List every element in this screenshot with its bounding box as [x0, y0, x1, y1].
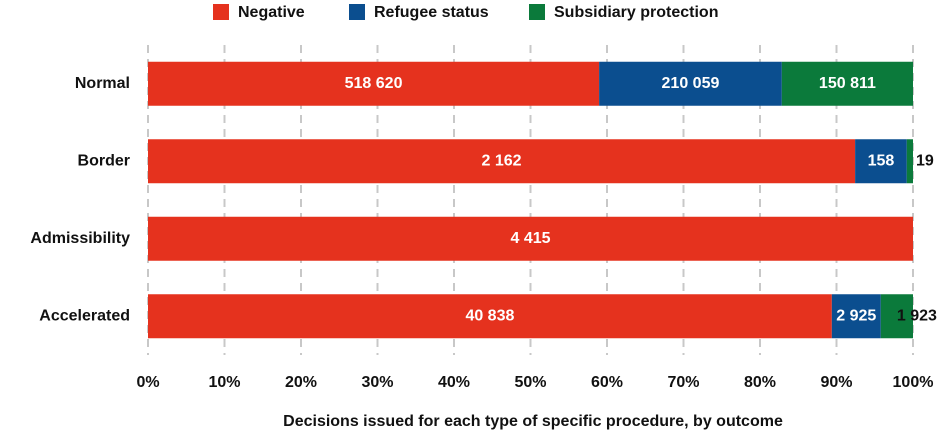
legend-label: Subsidiary protection — [554, 4, 718, 21]
bar-segment — [148, 216, 913, 261]
data-label: 19 — [916, 152, 934, 169]
data-label: 4 415 — [510, 230, 550, 247]
x-tick-label: 20% — [285, 374, 317, 391]
x-tick-label: 50% — [514, 374, 546, 391]
x-tick-label: 30% — [361, 374, 393, 391]
bar-segment — [148, 294, 832, 339]
data-label: 518 620 — [345, 75, 403, 92]
y-tick-label: Border — [78, 152, 130, 169]
legend-swatch — [213, 4, 229, 20]
x-tick-label: 100% — [893, 374, 934, 391]
data-label: 40 838 — [465, 307, 514, 324]
bar-segment — [148, 61, 600, 106]
bar-segment — [880, 294, 913, 339]
data-label: 2 162 — [482, 152, 522, 169]
y-tick-label: Admissibility — [30, 230, 130, 247]
legend-label: Refugee status — [374, 4, 489, 21]
x-tick-label: 40% — [438, 374, 470, 391]
legend-swatch — [349, 4, 365, 20]
data-label: 150 811 — [819, 75, 876, 92]
y-tick-label: Accelerated — [39, 307, 130, 324]
data-label: 2 925 — [836, 307, 876, 324]
x-tick-label: 0% — [136, 374, 159, 391]
x-tick-label: 10% — [208, 374, 240, 391]
y-tick-label: Normal — [75, 75, 130, 92]
x-axis-title: Decisions issued for each type of specif… — [283, 413, 783, 430]
bar-segment — [831, 294, 881, 339]
data-label: 210 059 — [662, 75, 720, 92]
x-tick-label: 70% — [667, 374, 699, 391]
legend-label: Negative — [238, 4, 305, 21]
bar-segment — [855, 139, 907, 184]
bar-segment — [781, 61, 913, 106]
x-tick-label: 60% — [591, 374, 623, 391]
data-label: 158 — [868, 152, 895, 169]
data-label: 1 923 — [897, 307, 937, 324]
bar-segment — [599, 61, 782, 106]
legend-swatch — [529, 4, 545, 20]
bar-segment — [906, 139, 913, 184]
x-tick-label: 80% — [744, 374, 776, 391]
x-tick-label: 90% — [820, 374, 852, 391]
bar-segment — [148, 139, 856, 184]
